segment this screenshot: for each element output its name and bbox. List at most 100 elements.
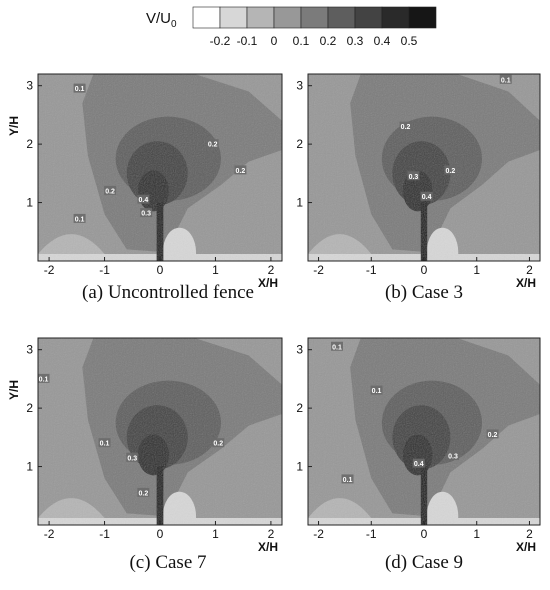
contour-label-box — [140, 208, 153, 218]
x-axis-label: X/H — [258, 276, 278, 290]
contour-label-text: 0.1 — [100, 441, 110, 448]
colorbar-swatch — [300, 6, 329, 29]
colorbar-swatch — [408, 6, 437, 29]
contour-label: 0.2 — [212, 438, 225, 448]
contour-region — [426, 491, 459, 525]
colorbar-level-label: 0.1 — [293, 34, 310, 48]
panel-caption: (d) Case 9 — [385, 552, 463, 573]
contour-core — [402, 170, 433, 212]
colorbar-swatch — [354, 6, 383, 29]
contour-label-box — [137, 194, 150, 204]
contour-label-text: 0.2 — [236, 168, 246, 175]
contour-label: 0.2 — [206, 139, 219, 149]
y-tick-label: 1 — [26, 196, 33, 210]
contour-label-text: 0.4 — [138, 197, 148, 204]
y-tick-label: 1 — [296, 196, 303, 210]
contour-label-box — [341, 474, 354, 484]
colorbar-level-label: 0.2 — [320, 34, 337, 48]
contour-label: 0.3 — [126, 452, 139, 462]
velocity-contour-field — [308, 338, 540, 525]
x-tick-label: 0 — [157, 263, 164, 277]
contour-label-text: 0.2 — [208, 142, 218, 149]
velocity-contour-field — [308, 74, 540, 261]
contour-region — [308, 234, 372, 254]
colorbar-level-label: 0.3 — [347, 34, 364, 48]
contour-region — [38, 498, 105, 518]
x-tick-label: -2 — [313, 263, 324, 277]
x-tick-label: 2 — [268, 527, 275, 541]
contour-label: 0.1 — [370, 385, 383, 395]
x-tick-label: 0 — [421, 263, 428, 277]
contour-region — [426, 227, 459, 261]
contour-label-box — [98, 438, 111, 448]
x-tick-label: -2 — [44, 263, 55, 277]
colorbar-title-main: V/U — [146, 10, 171, 27]
x-tick-label: -1 — [366, 263, 377, 277]
y-tick-label: 3 — [296, 343, 303, 357]
contour-label-text: 0.1 — [501, 77, 511, 84]
contour-label: 0.3 — [140, 208, 153, 218]
colorbar-level-label: -0.2 — [210, 34, 231, 48]
colorbar-level-label: 0.5 — [401, 34, 418, 48]
contour-label-box — [137, 487, 150, 497]
contour-label-box — [412, 458, 425, 468]
panels: 0.1 0.1 0.2 0.2 0.2 0.4 0.3 -2 -1 0 1 2 1 2 3 X/H Y/H (a)… — [7, 73, 541, 573]
contour-label-box — [499, 74, 512, 84]
contour-region — [38, 234, 105, 254]
contour-label-text: 0.2 — [213, 441, 223, 448]
x-tick-label: -2 — [313, 527, 324, 541]
y-tick-label: 3 — [26, 343, 33, 357]
x-tick-label: 2 — [268, 263, 275, 277]
contour-region — [162, 491, 197, 525]
y-axis-label: Y/H — [7, 116, 21, 136]
x-axis-label: X/H — [516, 540, 536, 554]
x-axis-label: X/H — [258, 540, 278, 554]
contour-label: 0.2 — [137, 487, 150, 497]
y-tick-label: 1 — [26, 460, 33, 474]
x-tick-label: -2 — [44, 527, 55, 541]
contour-label: 0.2 — [234, 165, 247, 175]
contour-label-box — [444, 165, 457, 175]
contour-core — [137, 170, 169, 212]
fence — [420, 466, 428, 525]
colorbar-level-label: 0.4 — [374, 34, 391, 48]
panel-d: 0.1 0.1 0.2 0.3 0.4 0.1 -2 -1 0 1 2 1 2 3 X/H (d) Case … — [296, 337, 541, 573]
contour-label-text: 0.1 — [332, 344, 342, 351]
contour-label-box — [331, 341, 343, 351]
panel-a: 0.1 0.1 0.2 0.2 0.2 0.4 0.3 -2 -1 0 1 2 1 2 3 X/H Y/H (a)… — [7, 73, 283, 303]
y-tick-label: 2 — [296, 401, 303, 415]
contour-label-text: 0.1 — [343, 477, 353, 484]
colorbar-title-sub: 0 — [171, 19, 177, 30]
contour-label: 0.1 — [499, 74, 512, 84]
colorbar-swatch — [192, 6, 221, 29]
x-tick-label: 1 — [212, 527, 219, 541]
contour-label-box — [37, 373, 50, 383]
contour-label: 0.2 — [486, 429, 499, 439]
contour-label-text: 0.3 — [127, 455, 137, 462]
contour-region — [308, 498, 372, 518]
panel-b: 0.1 0.2 0.3 0.2 0.4 -2 -1 0 1 2 1 2 3 X/H (b) Case 3 — [296, 73, 541, 303]
contour-region — [162, 227, 197, 261]
contour-core — [137, 434, 169, 476]
colorbar-swatch — [381, 6, 410, 29]
contour-label-text: 0.1 — [39, 376, 49, 383]
x-tick-label: 2 — [526, 527, 533, 541]
y-axis-label: Y/H — [7, 380, 21, 400]
contour-label: 0.3 — [447, 451, 459, 461]
colorbar-level-label: 0 — [271, 34, 278, 48]
contour-label-text: 0.3 — [448, 454, 458, 461]
colorbar-level-label: -0.1 — [237, 34, 258, 48]
contour-label: 0.2 — [444, 165, 457, 175]
contour-label-box — [486, 429, 499, 439]
contour-label: 0.4 — [137, 194, 150, 204]
colorbar-swatch — [219, 6, 248, 29]
x-tick-label: 1 — [473, 263, 480, 277]
velocity-contour-field — [38, 338, 282, 525]
colorbar-swatch — [327, 6, 356, 29]
contour-label: 0.2 — [104, 185, 117, 195]
contour-label: 0.4 — [412, 458, 425, 468]
contour-label-box — [234, 165, 247, 175]
contour-label: 0.1 — [37, 373, 50, 383]
contour-label-box — [370, 385, 383, 395]
